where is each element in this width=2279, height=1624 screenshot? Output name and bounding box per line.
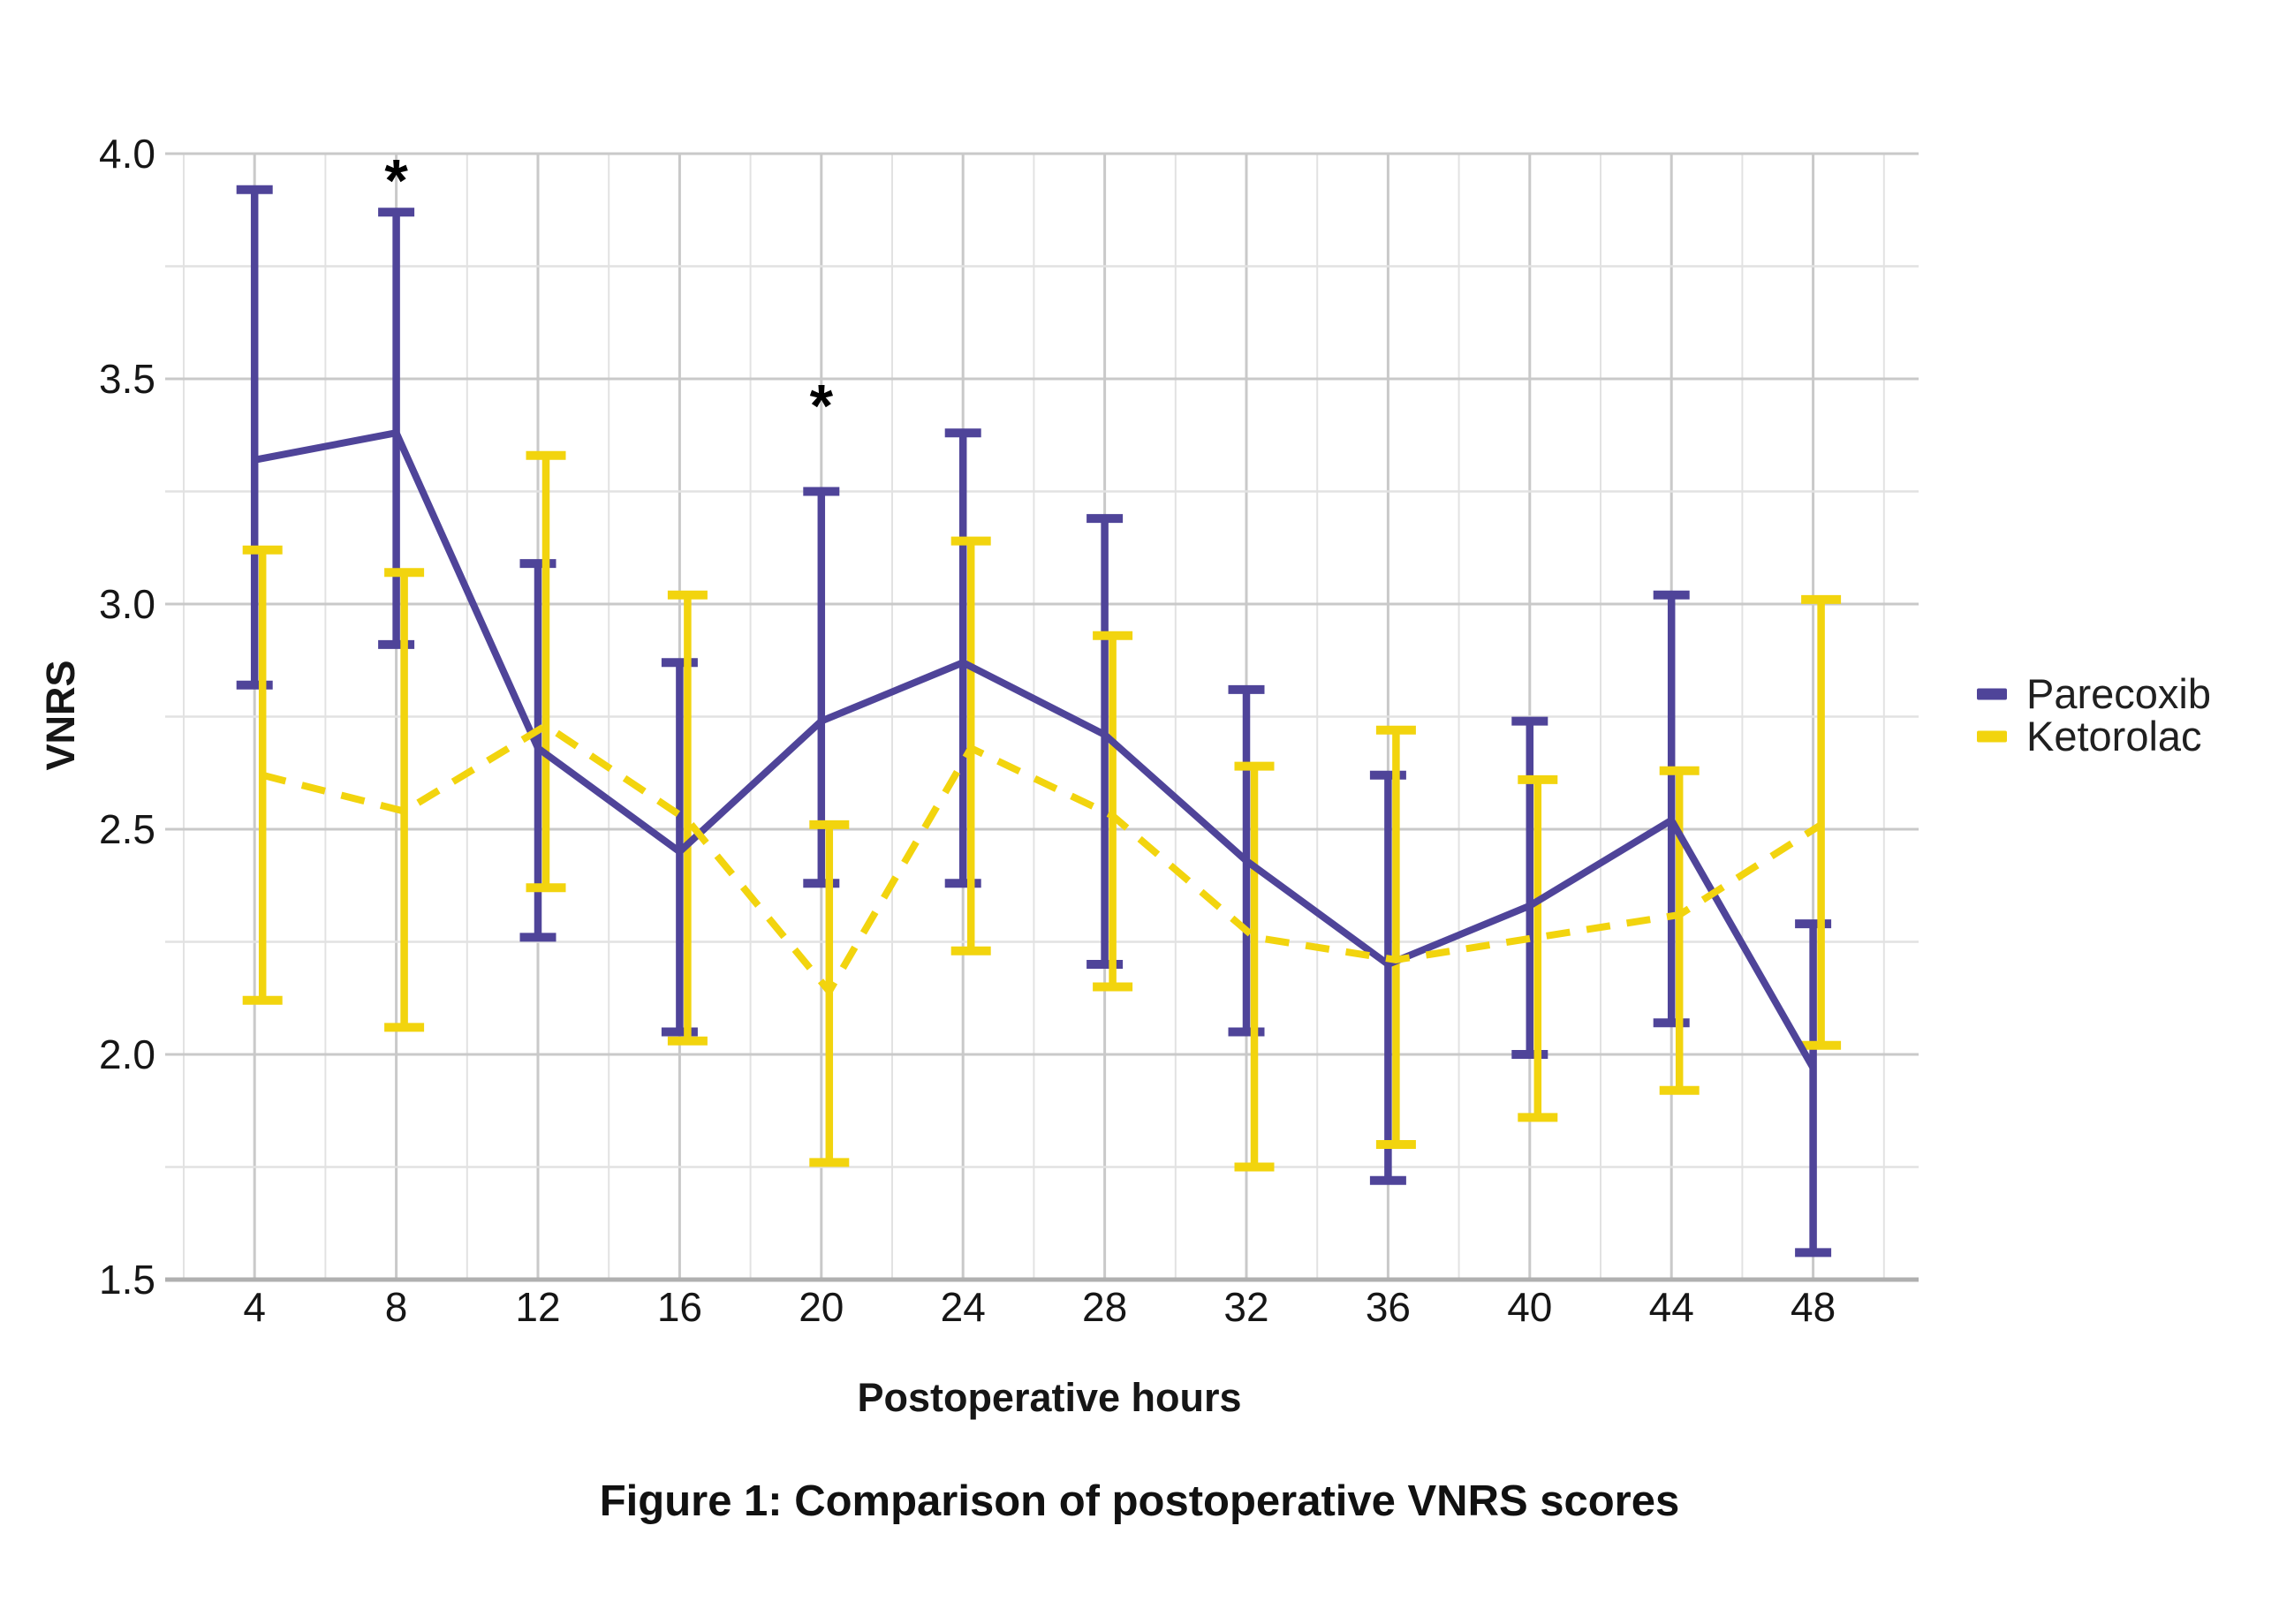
y-tick-label: 4.0: [99, 131, 155, 177]
y-tick-label: 1.5: [99, 1257, 155, 1303]
series-lines: [254, 428, 1823, 1070]
x-tick-label: 48: [1791, 1284, 1836, 1330]
series-line-parecoxib: [254, 428, 1817, 1070]
significance-asterisks: **: [384, 147, 833, 439]
x-tick-label: 16: [657, 1284, 702, 1330]
legend-label: Ketorolac: [2026, 713, 2202, 759]
x-tick-label: 28: [1082, 1284, 1127, 1330]
legend-swatch: [1977, 730, 2007, 743]
figure-caption: Figure 1: Comparison of postoperative VN…: [600, 1477, 1680, 1525]
legend-item-parecoxib: Parecoxib: [1977, 670, 2211, 717]
series-line-ketorolac: [261, 721, 1823, 998]
significance-asterisk: *: [384, 147, 408, 214]
x-axis-tick-labels: 4 8 12 16 20 24 28 32 36 40 44 48: [243, 1284, 1836, 1330]
x-tick-label: 24: [941, 1284, 986, 1330]
x-tick-label: 40: [1507, 1284, 1552, 1330]
x-tick-label: 12: [515, 1284, 560, 1330]
x-axis-title: Postoperative hours: [857, 1375, 1241, 1420]
y-tick-label: 2.5: [99, 806, 155, 852]
legend-swatch: [1977, 688, 2007, 700]
x-tick-label: 36: [1366, 1284, 1411, 1330]
y-tick-label: 3.5: [99, 356, 155, 402]
legend-item-ketorolac: Ketorolac: [1977, 713, 2202, 759]
legend-label: Parecoxib: [2026, 670, 2211, 717]
error-bars-parecoxib: [236, 185, 1832, 1258]
y-axis-title: VNRS: [38, 660, 83, 770]
y-tick-label: 3.0: [99, 581, 155, 627]
x-tick-label: 8: [385, 1284, 408, 1330]
x-tick-label: 44: [1649, 1284, 1694, 1330]
x-tick-label: 4: [243, 1284, 266, 1330]
horizontal-gridlines: [165, 152, 1919, 1282]
x-tick-label: 32: [1223, 1284, 1268, 1330]
significance-asterisk: *: [810, 372, 834, 439]
y-tick-label: 2.0: [99, 1031, 155, 1077]
x-tick-label: 20: [799, 1284, 844, 1330]
y-axis-tick-labels: 1.5 2.0 2.5 3.0 3.5 4.0: [99, 131, 155, 1303]
